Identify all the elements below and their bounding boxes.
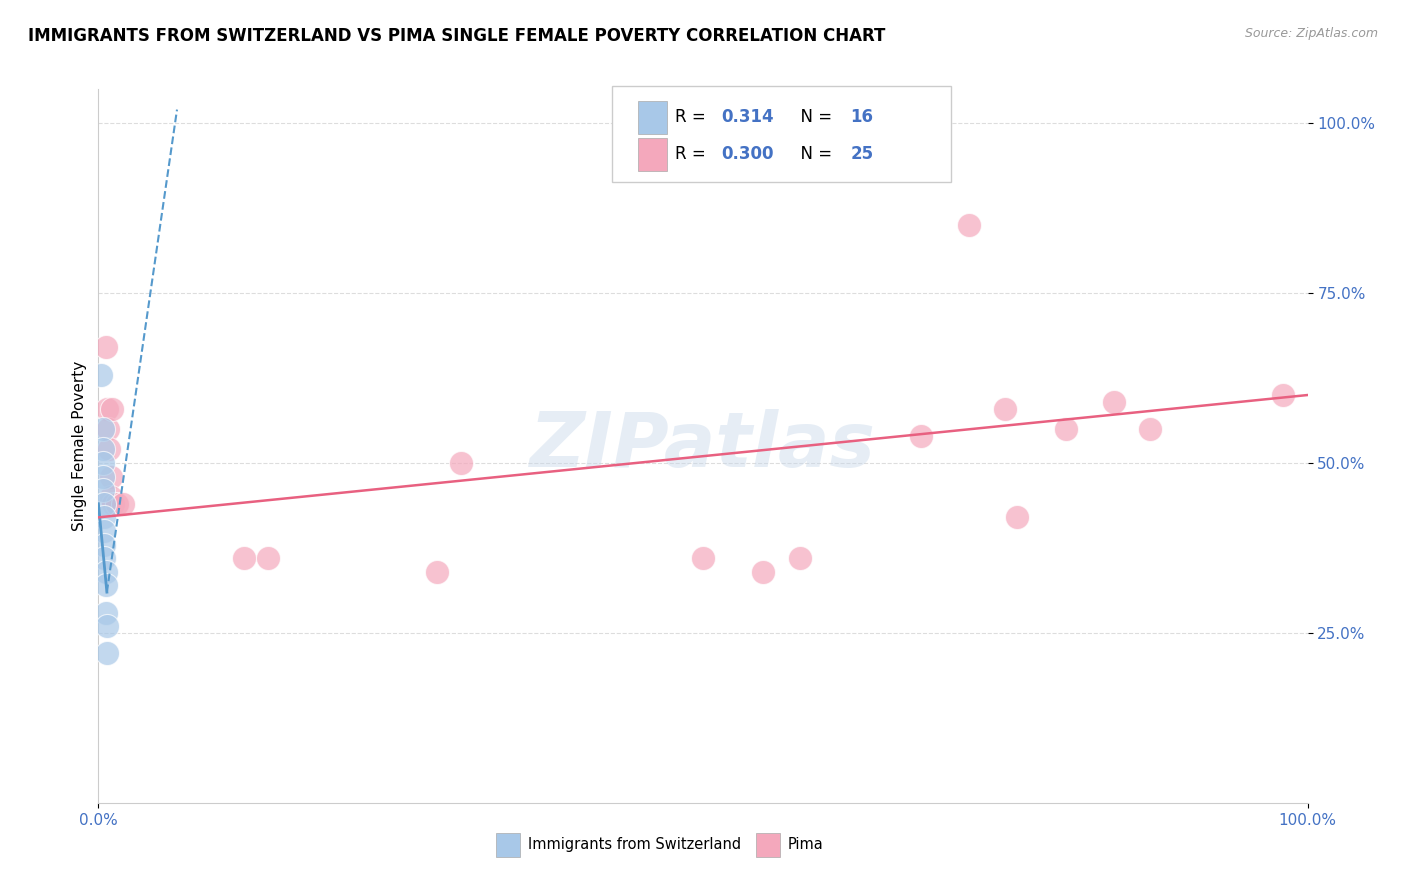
Point	[96, 646, 118, 660]
Point	[94, 578, 117, 592]
Point	[93, 524, 115, 538]
Text: 16: 16	[851, 109, 873, 127]
Point	[232, 551, 254, 566]
Point	[910, 429, 932, 443]
Point	[256, 551, 278, 566]
Point	[426, 565, 449, 579]
Point	[692, 551, 714, 566]
Point	[994, 401, 1017, 416]
Point	[96, 401, 118, 416]
Point	[93, 551, 115, 566]
Point	[90, 368, 112, 382]
Point	[100, 490, 122, 504]
FancyBboxPatch shape	[638, 101, 666, 134]
Point	[450, 456, 472, 470]
FancyBboxPatch shape	[613, 86, 950, 182]
Point	[957, 218, 980, 232]
Text: 25: 25	[851, 145, 873, 163]
Text: R =: R =	[675, 109, 711, 127]
Text: N =: N =	[790, 145, 838, 163]
Point	[94, 341, 117, 355]
Point	[1102, 394, 1125, 409]
Text: IMMIGRANTS FROM SWITZERLAND VS PIMA SINGLE FEMALE POVERTY CORRELATION CHART: IMMIGRANTS FROM SWITZERLAND VS PIMA SING…	[28, 27, 886, 45]
Point	[1054, 422, 1077, 436]
Text: N =: N =	[790, 109, 838, 127]
Point	[752, 565, 775, 579]
Point	[93, 537, 115, 551]
Point	[98, 442, 121, 457]
Point	[91, 469, 114, 483]
Point	[94, 606, 117, 620]
Point	[789, 551, 811, 566]
Point	[1139, 422, 1161, 436]
Point	[91, 422, 114, 436]
Text: Source: ZipAtlas.com: Source: ZipAtlas.com	[1244, 27, 1378, 40]
Text: R =: R =	[675, 145, 711, 163]
Text: 0.300: 0.300	[721, 145, 773, 163]
Point	[100, 401, 122, 416]
Point	[94, 565, 117, 579]
Text: 0.314: 0.314	[721, 109, 773, 127]
Point	[91, 456, 114, 470]
Point	[91, 442, 114, 457]
FancyBboxPatch shape	[638, 137, 666, 171]
Text: Pima: Pima	[787, 838, 824, 853]
Point	[96, 619, 118, 633]
FancyBboxPatch shape	[756, 833, 780, 857]
Point	[93, 510, 115, 524]
Point	[101, 497, 124, 511]
Point	[91, 483, 114, 498]
Point	[1272, 388, 1295, 402]
Point	[1007, 510, 1029, 524]
Y-axis label: Single Female Poverty: Single Female Poverty	[72, 361, 87, 531]
Point	[97, 422, 120, 436]
Text: Immigrants from Switzerland: Immigrants from Switzerland	[527, 838, 741, 853]
Point	[93, 497, 115, 511]
Point	[105, 497, 128, 511]
Point	[100, 469, 122, 483]
FancyBboxPatch shape	[496, 833, 520, 857]
Point	[111, 497, 134, 511]
Text: ZIPatlas: ZIPatlas	[530, 409, 876, 483]
